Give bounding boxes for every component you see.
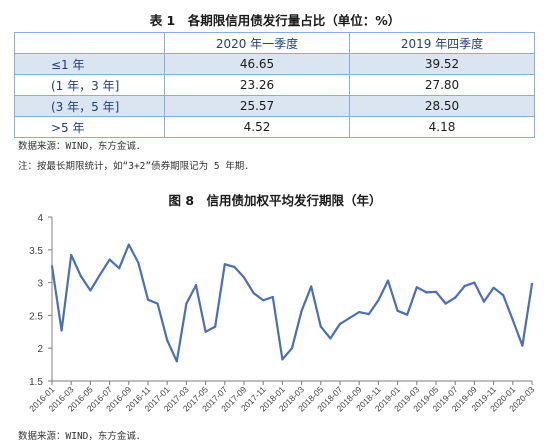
data-point <box>463 284 466 287</box>
table-cell-2019q4: 28.50 <box>349 95 535 117</box>
data-point <box>434 290 438 293</box>
data-point <box>146 298 150 301</box>
data-point <box>223 263 226 266</box>
table-row: ≤1 年 46.65 39.52 <box>14 53 535 75</box>
table-header-row: 2020 年一季度 2019 年四季度 <box>14 32 535 54</box>
data-point <box>473 281 476 284</box>
table-footnote: 注：按最长期限统计，如“3+2”债券期限记为 5 年期． <box>18 161 254 172</box>
data-point <box>127 243 130 246</box>
data-point <box>137 261 140 264</box>
chart-title: 图 8 信用债加权平均发行期限（年） <box>168 193 382 208</box>
data-point <box>300 309 303 312</box>
table-cell-2019q4: 27.80 <box>349 74 535 96</box>
table-cell-2020q1: 46.65 <box>164 53 350 75</box>
data-point <box>406 313 409 316</box>
chart-source-note: 数据来源：WIND，东方金诚． <box>18 431 146 442</box>
table-row: >5 年 4.52 4.18 <box>14 116 535 138</box>
table-row: (3 年，5 年] 25.57 28.50 <box>14 95 535 117</box>
table-source-note: 数据来源：WIND，东方金诚． <box>18 141 146 152</box>
y-tick-label: 3 <box>37 279 43 290</box>
data-point <box>502 294 505 297</box>
table-row: (1 年，3 年] 23.26 27.80 <box>14 74 535 96</box>
issuance-share-table: 2020 年一季度 2019 年四季度 ≤1 年 46.65 39.52 (1 … <box>14 32 535 138</box>
data-point <box>329 337 332 340</box>
table-header-2020q1: 2020 年一季度 <box>164 32 350 54</box>
data-point <box>108 258 111 261</box>
data-point <box>319 325 322 328</box>
data-point <box>482 300 486 303</box>
table-cell-2019q4: 39.52 <box>349 53 535 75</box>
data-point <box>166 339 169 342</box>
data-point <box>348 316 351 320</box>
data-point <box>358 311 361 314</box>
data-point <box>156 302 159 305</box>
data-point <box>396 309 399 312</box>
data-point <box>194 284 198 287</box>
data-point <box>310 285 313 288</box>
data-point <box>79 274 82 278</box>
data-point <box>60 329 63 332</box>
y-tick-label: 2 <box>37 344 43 355</box>
table-header-term <box>14 32 165 54</box>
data-point <box>89 289 92 292</box>
data-point <box>242 276 246 279</box>
data-point <box>252 292 255 295</box>
y-tick-label: 4 <box>37 213 43 224</box>
data-point <box>511 318 514 322</box>
table-cell-term: (3 年，5 年] <box>14 95 165 117</box>
term-line-chart: 1.522.533.542016-012016-032016-052016-07… <box>27 213 536 413</box>
series-line <box>50 243 534 363</box>
data-point <box>233 265 236 268</box>
data-point <box>454 296 457 299</box>
data-point <box>425 291 428 294</box>
y-tick-label: 2.5 <box>29 311 43 322</box>
data-point <box>70 253 73 257</box>
data-point <box>444 302 447 305</box>
data-point <box>98 273 102 276</box>
data-point <box>415 286 418 289</box>
table-cell-term: ≤1 年 <box>14 53 165 75</box>
data-point <box>271 295 274 299</box>
table-cell-term: >5 年 <box>14 116 165 138</box>
table-header-2019q4: 2019 年四季度 <box>349 32 535 54</box>
data-point <box>338 322 342 325</box>
data-point <box>367 313 370 316</box>
table-cell-2020q1: 4.52 <box>164 116 350 138</box>
data-point <box>386 279 390 282</box>
data-point <box>290 347 294 350</box>
data-point <box>185 302 188 305</box>
y-tick-label: 3.5 <box>29 246 43 257</box>
y-tick-label: 1.5 <box>29 377 43 388</box>
table-title: 表 1 各期限信用债发行量占比（单位：%） <box>149 13 401 28</box>
data-point <box>530 282 534 285</box>
data-point <box>521 344 524 347</box>
data-point <box>262 299 265 302</box>
data-point <box>175 360 178 363</box>
data-point <box>281 358 284 361</box>
data-point <box>204 330 207 333</box>
data-point <box>492 286 495 289</box>
table-cell-term: (1 年，3 年] <box>14 74 165 96</box>
data-point <box>50 265 54 268</box>
data-point <box>214 325 217 328</box>
table-cell-2020q1: 25.57 <box>164 95 350 117</box>
table-cell-2019q4: 4.18 <box>349 116 535 138</box>
table-cell-2020q1: 23.26 <box>164 74 350 96</box>
data-point <box>377 299 380 302</box>
data-point <box>118 267 121 270</box>
